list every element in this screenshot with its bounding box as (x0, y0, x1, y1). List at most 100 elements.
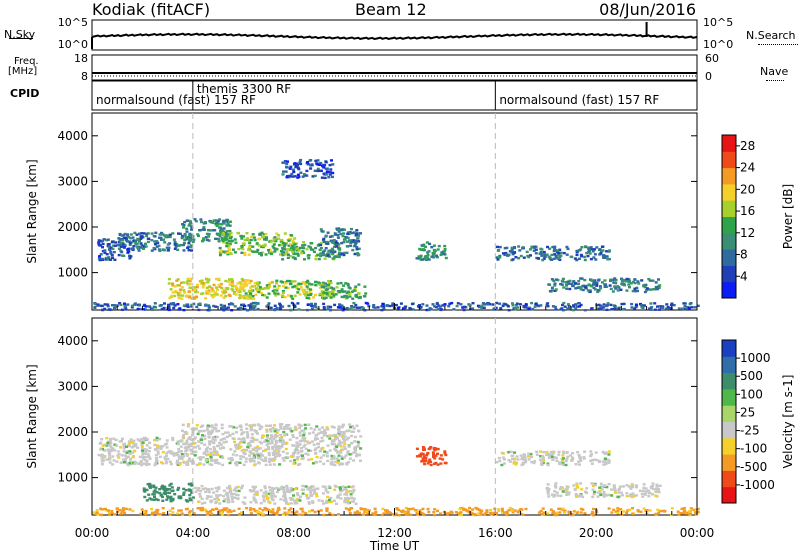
echo-cell (208, 463, 212, 466)
echo-cell (666, 305, 670, 309)
echo-cell (304, 485, 308, 488)
echo-cell (136, 446, 140, 449)
echo-cell (329, 281, 333, 285)
echo-cell (565, 245, 569, 249)
echo-cell (593, 483, 597, 487)
echo-cell (192, 437, 196, 441)
echo-cell (631, 507, 634, 510)
echo-cell (333, 437, 337, 441)
echo-cell (228, 283, 232, 286)
echo-cell (314, 246, 318, 250)
echo-cell (120, 440, 123, 443)
echo-cell (343, 486, 347, 489)
echo-cell (648, 491, 652, 495)
echo-cell (144, 512, 148, 516)
echo-cell (124, 236, 128, 240)
echo-cell (323, 176, 327, 180)
echo-cell (178, 288, 182, 291)
echo-cell (138, 232, 142, 235)
echo-cell (488, 511, 492, 515)
echo-cell (189, 239, 192, 242)
echo-cell (117, 253, 121, 257)
echo-cell (592, 507, 595, 511)
echo-cell (512, 460, 516, 463)
echo-cell (231, 458, 235, 461)
echo-cell (161, 506, 165, 510)
echo-cell (409, 307, 412, 310)
echo-cell (221, 438, 225, 441)
echo-cell (316, 167, 320, 171)
echo-cell (599, 287, 603, 290)
echo-cell (617, 491, 621, 494)
echo-cell (190, 491, 194, 494)
echo-cell (140, 437, 144, 441)
echo-cell (628, 286, 631, 289)
echo-cell (343, 294, 347, 298)
echo-cell (425, 454, 429, 457)
echo-cell (244, 460, 248, 463)
echo-cell (267, 447, 271, 451)
echo-cell (140, 236, 143, 239)
echo-cell (219, 447, 222, 450)
echo-cell (406, 510, 410, 513)
echo-cell (513, 509, 517, 512)
echo-cell (278, 302, 282, 305)
echo-cell (167, 235, 170, 239)
echo-cell (226, 306, 230, 309)
echo-cell (266, 287, 270, 290)
echo-cell (188, 499, 192, 502)
echo-cell (561, 460, 565, 463)
echo-cell (121, 238, 125, 242)
echo-cell (653, 308, 657, 311)
echo-cell (165, 460, 169, 464)
echo-cell (603, 283, 607, 286)
echo-cell (602, 460, 606, 463)
echo-cell (275, 279, 279, 282)
echo-cell (114, 305, 118, 308)
echo-cell (658, 484, 662, 487)
echo-cell (338, 291, 341, 294)
echo-cell (179, 496, 183, 500)
echo-cell (107, 453, 111, 456)
echo-cell (311, 501, 315, 504)
echo-cell (267, 451, 271, 455)
echo-cell (217, 277, 221, 281)
colorbar-tick-label: 12 (740, 226, 755, 240)
echo-cell (551, 458, 555, 461)
echo-cell (201, 487, 205, 491)
echo-cell (305, 494, 309, 497)
echo-cell (140, 232, 144, 235)
echo-cell (330, 250, 333, 254)
echo-cell (270, 459, 274, 462)
echo-cell (511, 304, 515, 307)
echo-cell (166, 496, 170, 499)
echo-cell (608, 257, 611, 261)
echo-cell (300, 252, 304, 255)
echo-cell (541, 258, 545, 262)
echo-cell (103, 443, 107, 446)
echo-cell (599, 492, 602, 495)
echo-cell (240, 431, 244, 434)
echo-cell (161, 499, 165, 502)
echo-cell (609, 287, 613, 291)
echo-cell (251, 250, 255, 253)
echo-cell (295, 252, 299, 255)
echo-cell (346, 282, 350, 286)
echo-cell (602, 491, 606, 494)
echo-cell (349, 507, 353, 510)
echo-cell (322, 502, 326, 505)
echo-cell (176, 440, 180, 443)
echo-cell (331, 249, 335, 252)
echo-cell (354, 454, 358, 458)
echo-cell (272, 463, 276, 466)
echo-cell (190, 452, 194, 455)
echo-cell (629, 282, 633, 285)
echo-cell (652, 288, 656, 291)
echo-cell (559, 251, 563, 254)
echo-cell (242, 437, 246, 440)
echo-cell (357, 234, 361, 237)
echo-cell (268, 486, 272, 489)
echo-cell (596, 495, 600, 498)
echo-cell (228, 294, 232, 297)
echo-cell (329, 286, 333, 289)
